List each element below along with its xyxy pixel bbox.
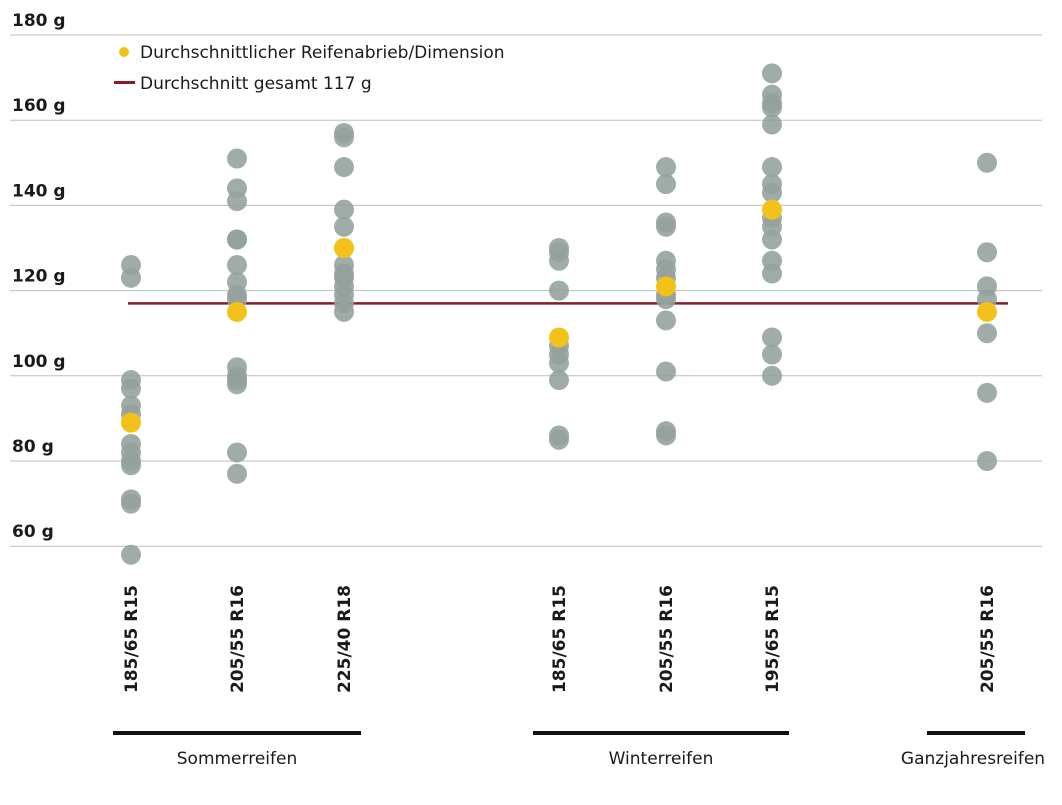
gridlines	[10, 34, 1042, 547]
data-point	[227, 148, 247, 169]
category-labels: 185/65 R15 205/55 R16 225/40 R18 185/65 R15…	[122, 585, 998, 693]
data-point	[227, 463, 247, 484]
data-point	[334, 216, 354, 237]
data-point	[762, 263, 782, 284]
data-point	[762, 229, 782, 250]
group-bar	[927, 731, 1025, 735]
category-label: 195/65 R15	[763, 585, 783, 693]
data-point	[656, 425, 676, 446]
group-label: Sommerreifen	[177, 749, 297, 769]
y-tick-label: 120 g	[12, 267, 66, 287]
data-point	[977, 451, 997, 471]
category-label: 205/55 R16	[657, 585, 677, 693]
average-point	[656, 276, 676, 297]
data-point	[656, 216, 676, 237]
data-point	[121, 544, 141, 565]
data-point	[121, 455, 141, 476]
y-tick-label: 180 g	[12, 11, 66, 31]
average-point	[762, 199, 782, 220]
data-point	[227, 191, 247, 212]
y-tick-label: 140 g	[12, 181, 66, 201]
data-point	[762, 327, 782, 348]
data-point	[334, 157, 354, 178]
data-point	[656, 174, 676, 195]
group-label: Winterreifen	[609, 749, 714, 769]
category-label: 205/55 R16	[978, 585, 998, 693]
data-point	[977, 382, 997, 403]
data-point	[334, 127, 354, 148]
average-point	[334, 238, 354, 258]
data-point	[334, 199, 354, 220]
average-point	[121, 412, 141, 433]
legend-overall-label: Durchschnitt gesamt 117 g	[140, 74, 372, 94]
group-label: Ganzjahresreifen	[901, 749, 1045, 769]
data-point	[121, 267, 141, 288]
data-point	[656, 310, 676, 331]
y-tick-label: 80 g	[12, 437, 54, 457]
data-point	[977, 242, 997, 263]
legend-overall-line-marker	[114, 81, 135, 84]
data-point	[762, 365, 782, 386]
data-points	[121, 63, 997, 565]
data-point	[549, 250, 569, 271]
average-point	[977, 301, 997, 322]
data-point	[549, 280, 569, 301]
data-point	[121, 493, 141, 514]
data-point	[977, 152, 997, 173]
legend: Durchschnittlicher Reifenabrieb/Dimensio…	[114, 43, 505, 94]
data-point	[762, 182, 782, 203]
category-label: 225/40 R18	[335, 585, 355, 693]
data-point	[762, 97, 782, 118]
data-point	[549, 353, 569, 374]
data-point	[334, 301, 354, 322]
data-point	[227, 229, 247, 250]
data-point	[227, 374, 247, 395]
y-tick-label: 60 g	[12, 522, 54, 542]
average-point	[227, 301, 247, 322]
data-point	[977, 323, 997, 344]
data-point	[549, 429, 569, 450]
category-label: 185/65 R15	[550, 585, 570, 693]
data-point	[656, 361, 676, 382]
data-point	[121, 378, 141, 399]
category-label: 185/65 R15	[122, 585, 142, 693]
data-point	[762, 63, 782, 84]
data-point	[762, 114, 782, 135]
y-tick-label: 160 g	[12, 96, 66, 116]
y-axis-ticks: 180 g 160 g 140 g 120 g 100 g 80 g 60 g	[12, 11, 66, 542]
average-points	[121, 199, 997, 433]
data-point	[762, 344, 782, 365]
legend-average-label: Durchschnittlicher Reifenabrieb/Dimensio…	[140, 43, 505, 63]
y-tick-label: 100 g	[12, 352, 66, 372]
data-point	[656, 157, 676, 178]
legend-average-marker	[119, 47, 129, 57]
data-point	[549, 370, 569, 391]
group-labels: Sommerreifen Winterreifen Ganzjahresreifen	[113, 731, 1045, 769]
group-bar	[533, 731, 789, 735]
category-label: 205/55 R16	[228, 585, 248, 693]
data-point	[227, 255, 247, 276]
average-point	[549, 327, 569, 348]
data-point	[227, 442, 247, 463]
group-bar	[113, 731, 361, 735]
data-point	[762, 157, 782, 178]
